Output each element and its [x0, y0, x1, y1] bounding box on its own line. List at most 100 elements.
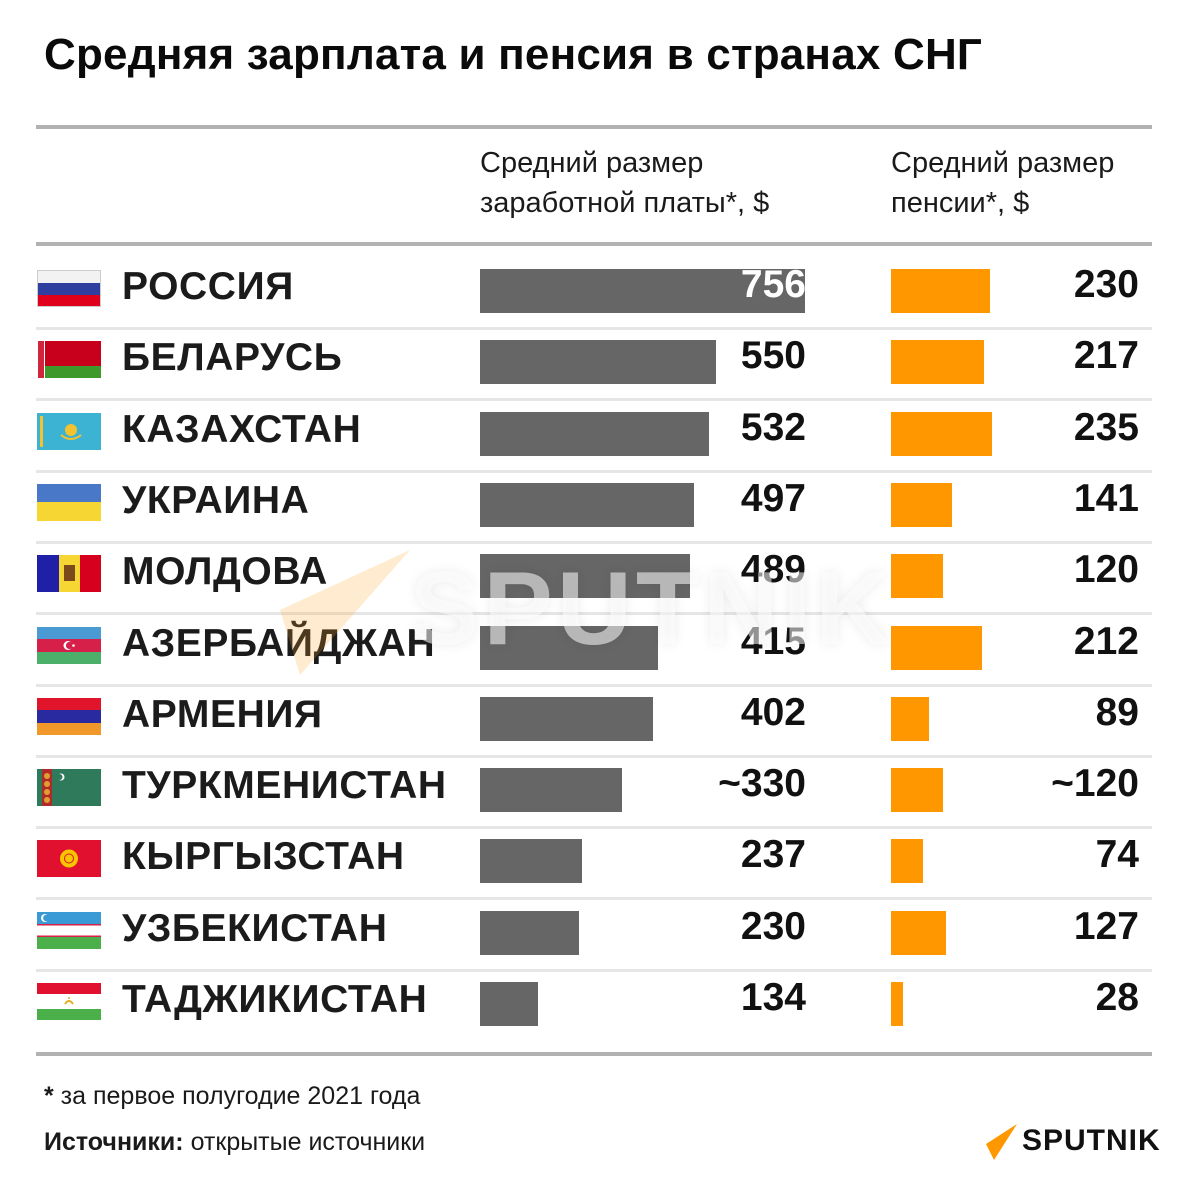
- table-row: ТУРКМЕНИСТАН ~330 ~120: [36, 758, 1152, 830]
- sputnik-arrow-icon: [986, 1124, 1017, 1160]
- wage-bar: [480, 696, 653, 741]
- armenia-flag-icon: [37, 697, 101, 735]
- table-row: РОССИЯ 756 230: [36, 259, 1152, 330]
- wage-bar: [480, 625, 658, 670]
- wage-value: 230: [740, 904, 806, 948]
- wage-bar: [480, 340, 716, 385]
- wage-bar: [480, 910, 579, 955]
- row-separator: [36, 540, 1152, 544]
- country-name: КЫРГЫЗСТАН: [122, 835, 405, 879]
- country-name: УЗБЕКИСТАН: [122, 906, 388, 950]
- pension-value: ~120: [1051, 762, 1139, 806]
- pension-bar: [891, 554, 943, 599]
- pension-value: 230: [1073, 263, 1139, 306]
- pension-value: 28: [1095, 976, 1139, 1019]
- pension-bar: [891, 839, 923, 884]
- wage-bar: [480, 269, 805, 313]
- row-separator: [36, 754, 1152, 758]
- sputnik-logo: SPUTNIK: [984, 1122, 1164, 1162]
- wage-value: 415: [740, 619, 806, 663]
- top-rule: [36, 125, 1152, 129]
- country-name: КАЗАХСТАН: [122, 407, 362, 451]
- moldova-flag-icon: [37, 555, 101, 593]
- ukraine-flag-icon: [37, 483, 101, 521]
- tajikistan-flag-icon: [37, 983, 101, 1020]
- country-name: УКРАИНА: [122, 478, 310, 522]
- pension-bar: [891, 982, 903, 1026]
- row-separator: [36, 897, 1152, 901]
- wage-value: 134: [740, 976, 806, 1019]
- pension-bar: [891, 625, 982, 670]
- pension-bar: [891, 910, 946, 955]
- chart-title: Средняя зарплата и пенсия в странах СНГ: [44, 30, 983, 79]
- country-name: АРМЕНИЯ: [122, 692, 323, 736]
- country-name: БЕЛАРУСЬ: [122, 336, 343, 380]
- pension-value: 74: [1095, 833, 1139, 877]
- pension-value: 212: [1073, 619, 1139, 663]
- row-separator: [36, 469, 1152, 473]
- kazakhstan-flag-icon: [37, 412, 101, 450]
- wage-value: 497: [740, 476, 806, 520]
- table-row: ТАДЖИКИСТАН 134 28: [36, 972, 1152, 1043]
- wage-value: 237: [740, 833, 806, 877]
- row-separator: [36, 826, 1152, 830]
- wage-value: ~330: [718, 762, 806, 806]
- table-row: УКРАИНА 497 141: [36, 473, 1152, 544]
- pension-header-line1: Средний размер: [891, 147, 1115, 179]
- table-row: АРМЕНИЯ 402 89: [36, 687, 1152, 758]
- footnote-text: за первое полугодие 2021 года: [53, 1082, 421, 1110]
- header-rule: [36, 242, 1152, 246]
- country-name: МОЛДОВА: [122, 550, 328, 594]
- footnote: * за первое полугодие 2021 года: [44, 1082, 420, 1111]
- turkmenistan-flag-icon: [37, 769, 101, 807]
- wage-bar: [480, 482, 694, 527]
- pension-bar: [891, 340, 984, 385]
- row-separator: [36, 968, 1152, 972]
- pension-bar: [891, 411, 992, 456]
- pension-value: 127: [1073, 904, 1139, 948]
- wage-bar: [480, 768, 622, 813]
- pension-value: 235: [1073, 405, 1139, 449]
- kyrgyzstan-flag-icon: [37, 840, 101, 878]
- wage-bar: [480, 839, 582, 884]
- pension-column-header: Средний размер пенсии*, $: [891, 143, 1114, 223]
- country-name: АЗЕРБАЙДЖАН: [122, 621, 436, 665]
- russia-flag-icon: [37, 270, 101, 307]
- uzbekistan-flag-icon: [37, 911, 101, 949]
- footnote-mark: *: [44, 1082, 54, 1110]
- table-row: АЗЕРБАЙДЖАН 415 212: [36, 616, 1152, 687]
- pension-header-line2: пенсии*, $: [891, 187, 1030, 219]
- table-row: УЗБЕКИСТАН 230 127: [36, 901, 1152, 972]
- wage-value: 402: [740, 690, 806, 734]
- pension-value: 141: [1073, 476, 1139, 520]
- azerbaijan-flag-icon: [37, 626, 101, 664]
- wage-bar: [480, 982, 538, 1026]
- wage-value: 756: [740, 263, 806, 306]
- country-name: РОССИЯ: [122, 265, 294, 308]
- wage-bar: [480, 554, 690, 599]
- sources-text: открытые источники: [183, 1128, 426, 1156]
- row-separator: [36, 612, 1152, 616]
- wage-value: 550: [740, 334, 806, 378]
- pension-value: 120: [1073, 548, 1139, 592]
- bottom-rule: [36, 1052, 1152, 1056]
- wage-value: 532: [740, 405, 806, 449]
- wage-value: 489: [740, 548, 806, 592]
- row-separator: [36, 398, 1152, 402]
- wage-bar: [480, 411, 709, 456]
- row-separator: [36, 683, 1152, 687]
- country-name: ТАДЖИКИСТАН: [122, 978, 428, 1021]
- table-row: МОЛДОВА 489 120: [36, 544, 1152, 616]
- pension-value: 217: [1073, 334, 1139, 378]
- table-row: КЫРГЫЗСТАН 237 74: [36, 829, 1152, 901]
- pension-bar: [891, 768, 943, 813]
- pension-bar: [891, 269, 990, 313]
- wage-header-line2: заработной платы*, $: [480, 187, 770, 219]
- sources-label: Источники:: [44, 1128, 184, 1156]
- row-separator: [36, 327, 1152, 330]
- sources-note: Источники: открытые источники: [44, 1128, 425, 1157]
- pension-value: 89: [1095, 690, 1139, 734]
- table-row: БЕЛАРУСЬ 550 217: [36, 330, 1152, 402]
- wage-column-header: Средний размер заработной платы*, $: [480, 143, 769, 223]
- logo-text: SPUTNIK: [1022, 1124, 1161, 1157]
